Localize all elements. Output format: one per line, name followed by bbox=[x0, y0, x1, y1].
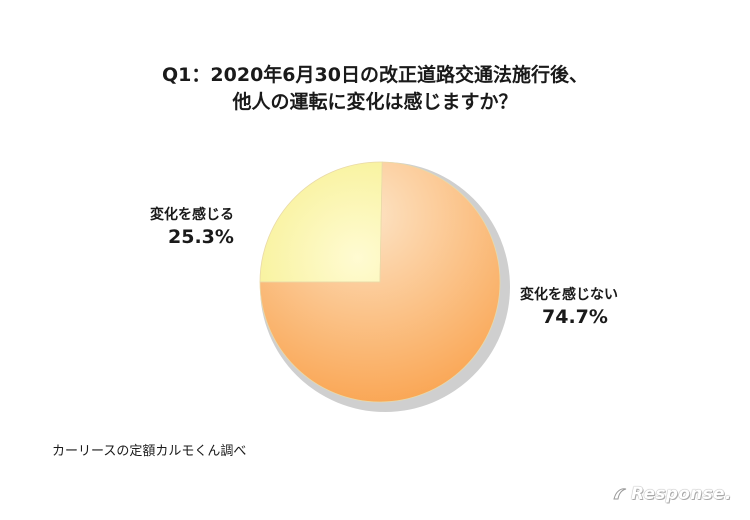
slice-label-a: 変化を感じる 25.3% bbox=[150, 205, 234, 249]
response-watermark: Response. bbox=[612, 484, 732, 504]
pie-slice-kanjinai bbox=[259, 161, 501, 403]
slice-b-value: 74.7% bbox=[542, 306, 608, 328]
chart-title-line-2: 他人の運転に変化は感じますか？ bbox=[232, 91, 518, 113]
response-logo-icon bbox=[613, 488, 627, 500]
pie-slice-kanjiru bbox=[259, 161, 383, 283]
slice-label-b: 変化を感じない 74.7% bbox=[520, 285, 618, 329]
slice-b-name: 変化を感じない bbox=[520, 287, 618, 303]
watermark-text: Response. bbox=[631, 484, 732, 504]
slice-a-value: 25.3% bbox=[168, 226, 234, 248]
source-note: カーリースの定額カルモくん調べ bbox=[52, 444, 247, 459]
slice-a-name: 変化を感じる bbox=[150, 207, 234, 223]
chart-title: Q1：2020年6月30日の改正道路交通法施行後、 他人の運転に変化は感じますか… bbox=[0, 62, 750, 116]
chart-title-line-1: Q1：2020年6月30日の改正道路交通法施行後、 bbox=[162, 64, 588, 86]
